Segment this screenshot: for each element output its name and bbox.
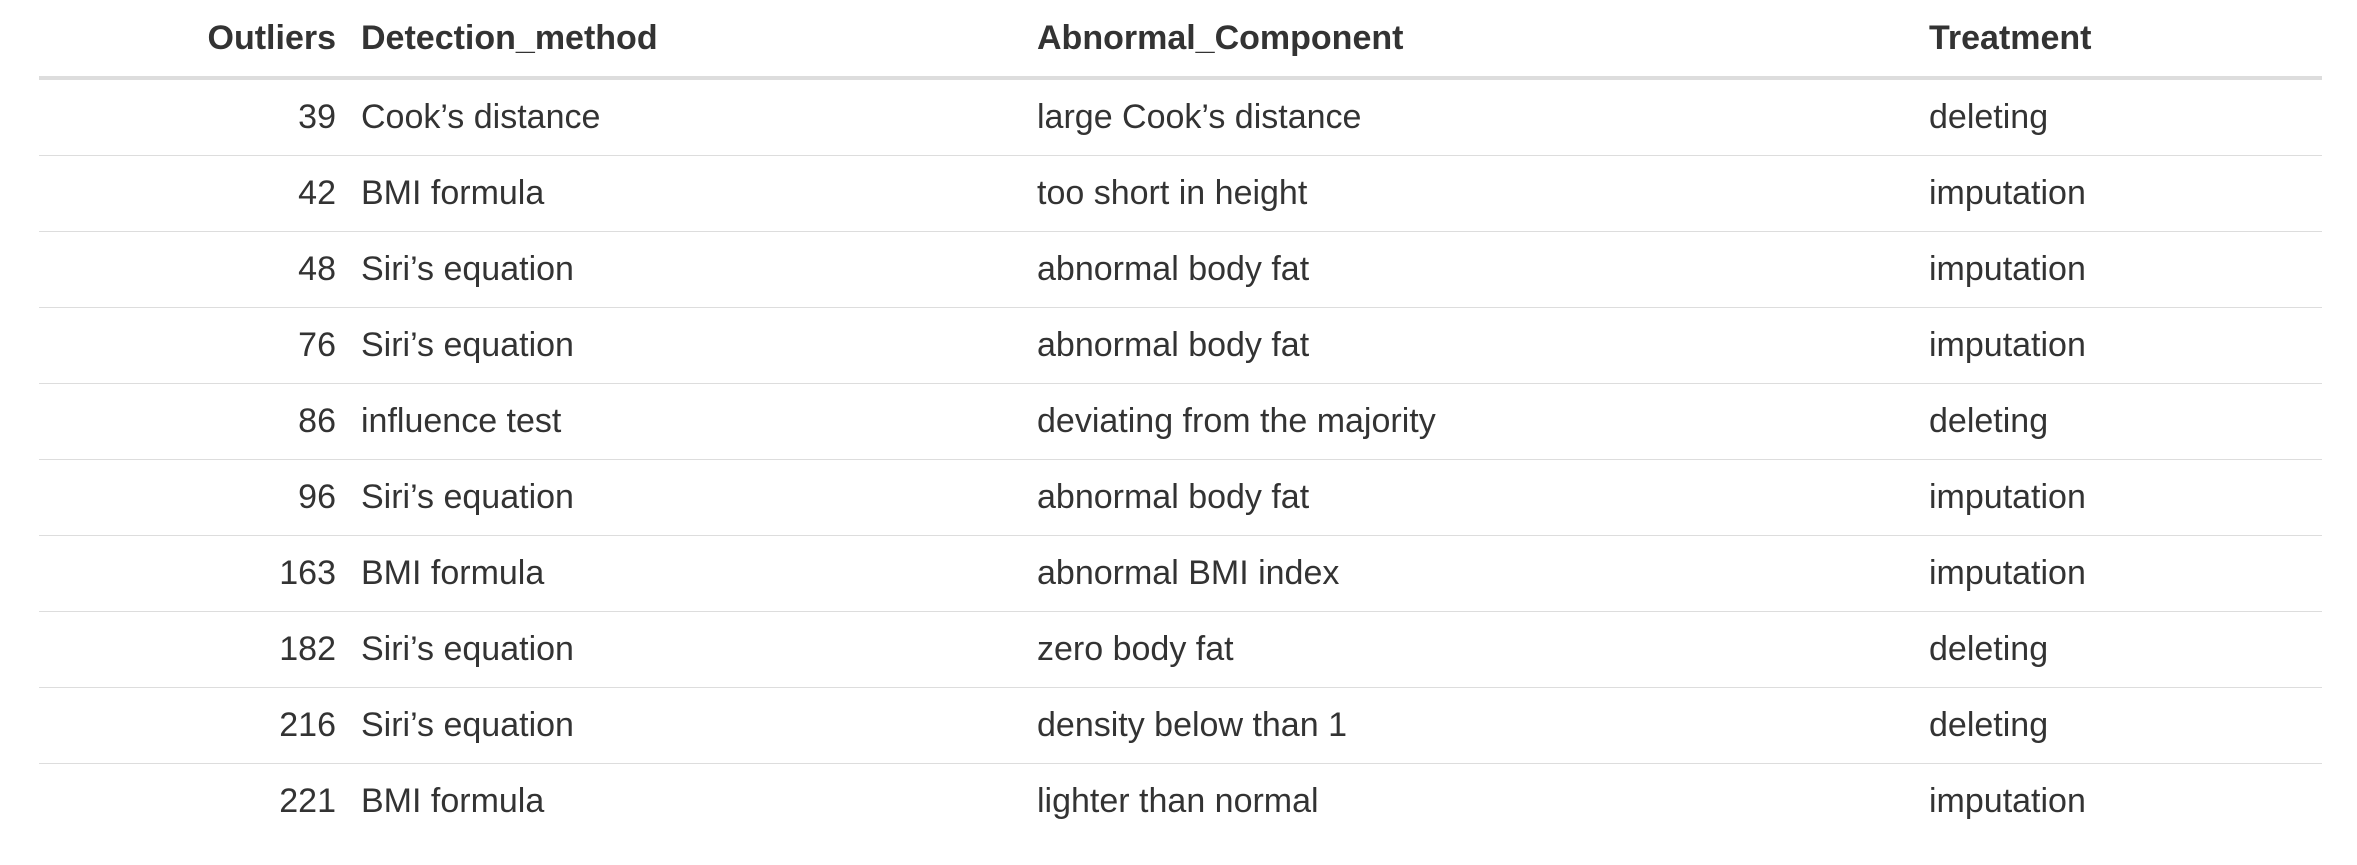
column-header-abnormal-component: Abnormal_Component xyxy=(1037,0,1929,80)
table-row: 86 influence test deviating from the maj… xyxy=(39,383,2322,460)
cell-abnormal-component: lighter than normal xyxy=(1037,782,1319,820)
cell-abnormal-component: abnormal BMI index xyxy=(1037,535,1929,612)
cell-detection-method: BMI formula xyxy=(361,535,1037,612)
cell-treatment: imputation xyxy=(1929,535,2322,612)
cell-detection-method: Cook’s distance xyxy=(361,78,1037,156)
table-row: 76 Siri’s equation abnormal body fat imp… xyxy=(39,307,2322,384)
cell-abnormal-component: abnormal body fat xyxy=(1037,307,1929,384)
table-row: 42 BMI formula too short in height imput… xyxy=(39,155,2322,232)
table-body: 39 Cook’s distance large Cook’s distance… xyxy=(39,78,2322,839)
cell-treatment: imputation xyxy=(1929,307,2322,384)
cell-abnormal-component: deviating from the majority xyxy=(1037,383,1929,460)
cell-detection-method: BMI formula xyxy=(361,782,545,820)
outliers-table: Outliers Detection_method Abnormal_Compo… xyxy=(39,0,2322,839)
cell-detection-method: Siri’s equation xyxy=(361,611,1037,688)
cell-abnormal-component: zero body fat xyxy=(1037,611,1929,688)
cell-treatment: imputation xyxy=(1929,155,2322,232)
table-row: 39 Cook’s distance large Cook’s distance… xyxy=(39,78,2322,156)
cell-outliers: 42 xyxy=(39,155,361,232)
cell-treatment: deleting xyxy=(1929,611,2322,688)
cell-treatment: imputation xyxy=(1929,782,2086,820)
table-row: 96 Siri’s equation abnormal body fat imp… xyxy=(39,459,2322,536)
column-header-detection-method: Detection_method xyxy=(361,0,1037,80)
table-row: 182 Siri’s equation zero body fat deleti… xyxy=(39,611,2322,688)
cell-detection-method: Siri’s equation xyxy=(361,307,1037,384)
column-header-treatment: Treatment xyxy=(1929,0,2322,80)
cell-treatment: deleting xyxy=(1929,687,2322,764)
cell-outliers: 39 xyxy=(39,78,361,156)
cell-detection-method: BMI formula xyxy=(361,155,1037,232)
cell-outliers: 86 xyxy=(39,383,361,460)
cell-detection-method: Siri’s equation xyxy=(361,231,1037,308)
cell-abnormal-component: too short in height xyxy=(1037,155,1929,232)
cell-outliers: 76 xyxy=(39,307,361,384)
table-header: Outliers Detection_method Abnormal_Compo… xyxy=(39,0,2322,80)
column-header-outliers: Outliers xyxy=(39,0,361,80)
cell-abnormal-component: abnormal body fat xyxy=(1037,231,1929,308)
cell-treatment: imputation xyxy=(1929,231,2322,308)
cell-outliers: 182 xyxy=(39,611,361,688)
cell-detection-method: influence test xyxy=(361,383,1037,460)
outliers-table-container: Outliers Detection_method Abnormal_Compo… xyxy=(39,0,2322,839)
table-row: 221 BMI formula lighter than normal impu… xyxy=(39,764,2322,840)
header-row: Outliers Detection_method Abnormal_Compo… xyxy=(39,0,2322,80)
cell-treatment: deleting xyxy=(1929,78,2322,156)
cell-outliers: 96 xyxy=(39,459,361,536)
cell-outliers: 48 xyxy=(39,231,361,308)
cell-outliers: 221 xyxy=(279,782,336,820)
cell-treatment: imputation xyxy=(1929,459,2322,536)
cell-detection-method: Siri’s equation xyxy=(361,459,1037,536)
table-row: 163 BMI formula abnormal BMI index imput… xyxy=(39,535,2322,612)
cell-detection-method: Siri’s equation xyxy=(361,687,1037,764)
cell-abnormal-component: large Cook’s distance xyxy=(1037,78,1929,156)
cell-outliers: 216 xyxy=(39,687,361,764)
cell-abnormal-component: density below than 1 xyxy=(1037,687,1929,764)
cell-treatment: deleting xyxy=(1929,383,2322,460)
table-row: 48 Siri’s equation abnormal body fat imp… xyxy=(39,231,2322,308)
cell-outliers: 163 xyxy=(39,535,361,612)
cell-abnormal-component: abnormal body fat xyxy=(1037,459,1929,536)
table-row: 216 Siri’s equation density below than 1… xyxy=(39,687,2322,764)
